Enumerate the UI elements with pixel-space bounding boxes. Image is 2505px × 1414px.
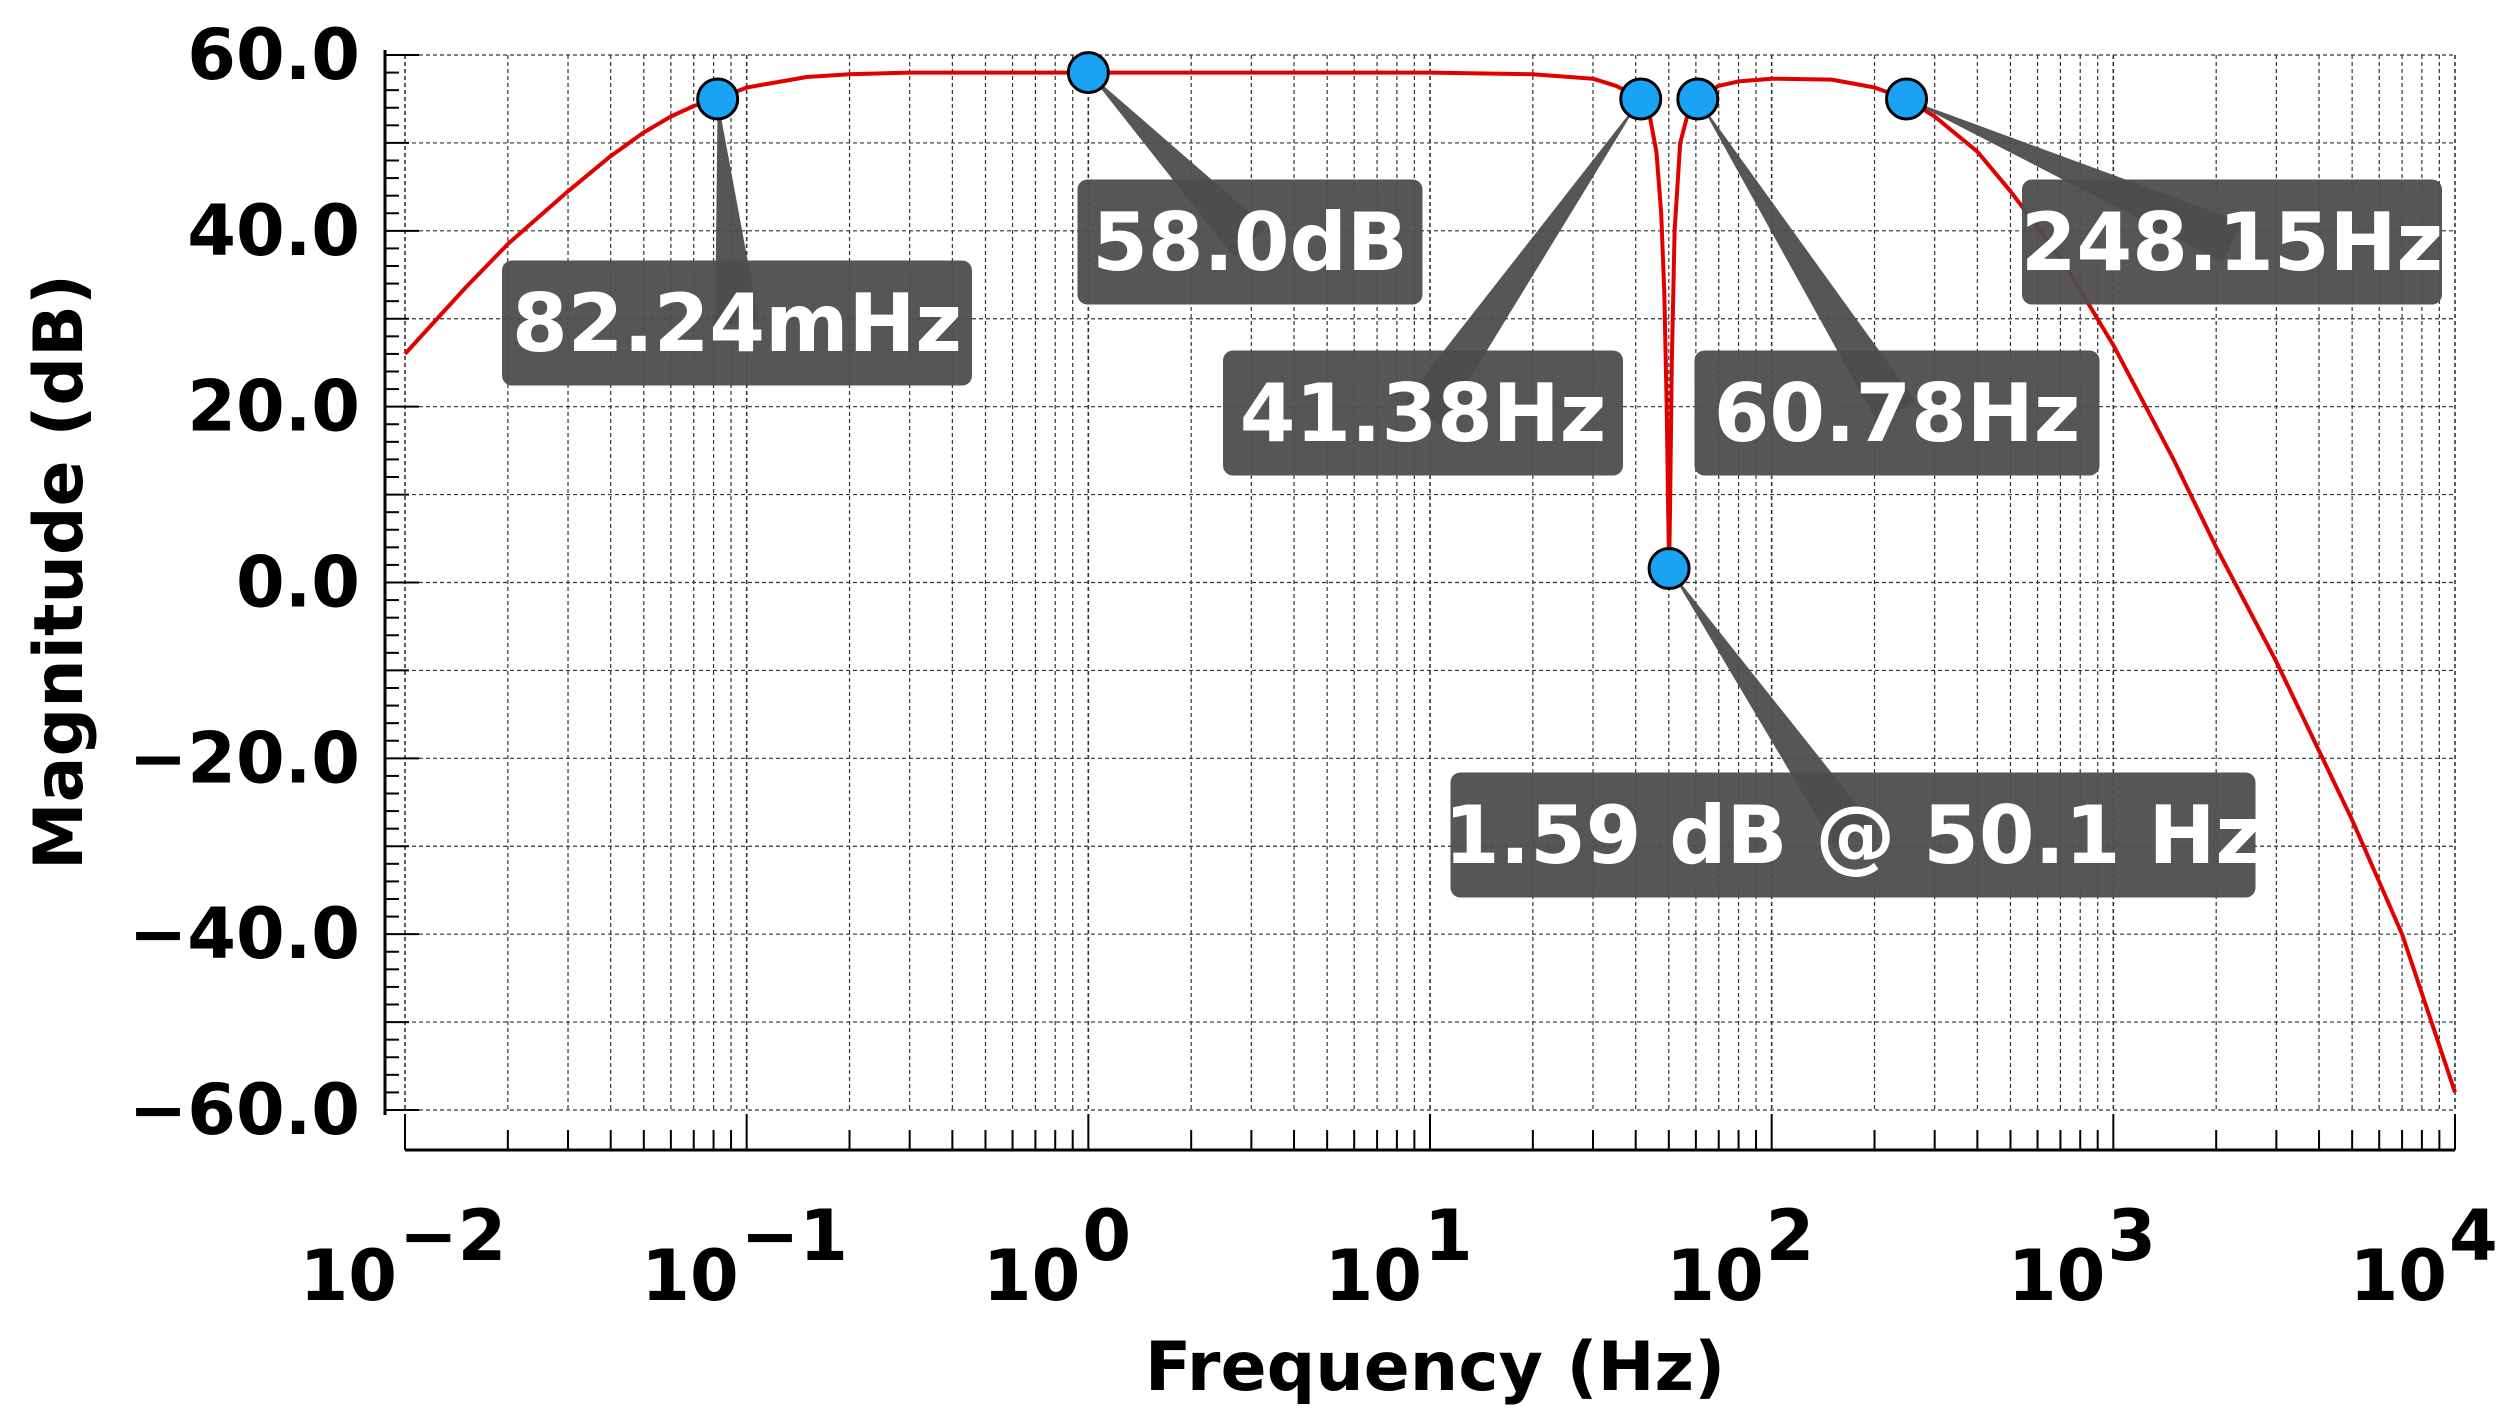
x-tick-base: 10: [300, 1235, 397, 1317]
y-tick-label: −40.0: [129, 893, 360, 975]
annotation-marker: [698, 79, 738, 119]
annotation-marker: [1678, 79, 1718, 119]
x-tick-exponent: 0: [1082, 1195, 1131, 1277]
annotation-label: 58.0dB: [1092, 196, 1408, 289]
x-axis-label: Frequency (Hz): [1145, 1328, 1725, 1407]
x-tick-base: 10: [2350, 1235, 2447, 1317]
y-tick-label: −60.0: [129, 1069, 360, 1151]
x-tick-exponent: 4: [2449, 1195, 2498, 1277]
annotation-marker: [1068, 53, 1108, 93]
x-tick-exponent: 2: [1766, 1195, 1815, 1277]
x-tick-exponent: 3: [2107, 1195, 2156, 1277]
y-tick-label: 60.0: [187, 14, 360, 96]
x-tick-exponent: −1: [741, 1195, 848, 1277]
annotation-label: 1.59 dB @ 50.1 Hz: [1444, 789, 2262, 882]
x-tick-base: 10: [983, 1235, 1080, 1317]
x-tick-base: 10: [641, 1235, 738, 1317]
y-tick-label: 20.0: [187, 366, 360, 448]
y-tick-label: −20.0: [129, 717, 360, 799]
y-tick-label: 0.0: [236, 542, 360, 624]
y-axis-label: Magnitude (dB): [20, 274, 99, 870]
annotation-marker: [1621, 79, 1661, 119]
annotation-label: 82.24mHz: [512, 277, 962, 370]
annotation-label: 60.78Hz: [1714, 367, 2081, 460]
y-tick-label: 40.0: [187, 190, 360, 272]
annotation-label: 41.38Hz: [1240, 367, 1607, 460]
annotation-marker: [1887, 79, 1927, 119]
x-tick-base: 10: [2008, 1235, 2105, 1317]
x-tick-exponent: −2: [399, 1195, 506, 1277]
annotation-marker: [1649, 549, 1689, 589]
x-tick-base: 10: [1666, 1235, 1763, 1317]
annotation-label: 248.15Hz: [2021, 196, 2443, 289]
x-tick-exponent: 1: [1424, 1195, 1473, 1277]
x-tick-base: 10: [1325, 1235, 1422, 1317]
